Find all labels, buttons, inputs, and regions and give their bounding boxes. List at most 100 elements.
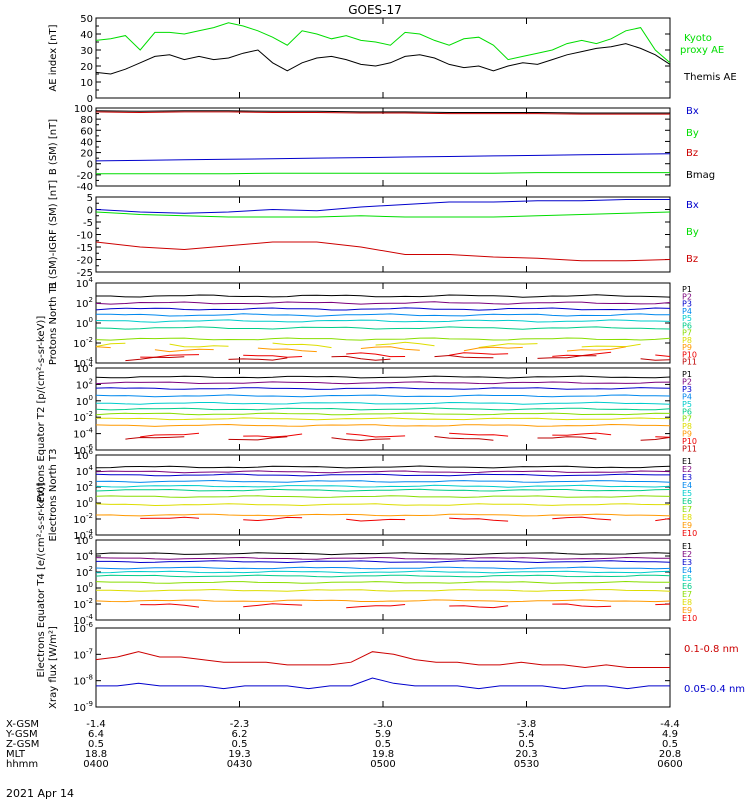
legend-bz: Bz xyxy=(686,254,698,265)
series-line-e5 xyxy=(95,484,671,488)
series-line-e6 xyxy=(95,488,671,492)
y-tick-label: 10-8 xyxy=(73,674,93,688)
legend-e8: E8 xyxy=(682,513,692,522)
legend-p4: P4 xyxy=(682,392,692,401)
y-axis-label: Electrons North T3 xyxy=(48,448,59,541)
y-tick-label: 5 xyxy=(87,193,93,204)
legend-e9: E9 xyxy=(682,606,692,615)
legend-e10: E10 xyxy=(682,614,697,623)
footer-value: 18.8 xyxy=(85,749,107,760)
legend-kyoto: Kyoto xyxy=(684,33,712,44)
panel-3: -25-20 -15-10 -50 5 B (SM)-IGRF (SM) [nT] Bx B… xyxy=(48,180,699,289)
y-tick-label: 10-4 xyxy=(73,528,93,542)
series-line-p6 xyxy=(95,407,671,411)
series-line-e8 xyxy=(96,588,671,592)
y-tick-label: 0 xyxy=(87,160,93,171)
series-line-e2 xyxy=(95,470,671,474)
series-line-p5 xyxy=(95,401,671,405)
series-line-p3 xyxy=(95,387,671,390)
legend-e5: E5 xyxy=(682,489,692,498)
y-tick-label: 104 xyxy=(76,276,94,290)
footer-row-label: X-GSM xyxy=(6,719,39,730)
series-line-e1 xyxy=(95,552,671,556)
legend-p5: P5 xyxy=(682,400,692,409)
y-tick-label: 60 xyxy=(80,126,93,137)
y-tick-label: 10-9 xyxy=(73,700,93,714)
legend-themis: Themis AE xyxy=(683,72,737,83)
y-tick-label: 10-6 xyxy=(73,443,93,457)
panel-6: 10-4 10-2 100 102 104 106 Electrons North T3 E1… xyxy=(48,448,697,542)
y-tick-label: 10-2 xyxy=(73,597,93,611)
series-line-p5 xyxy=(95,319,671,323)
y-tick-label: 10-2 xyxy=(73,410,93,424)
y-tick-label: 0 xyxy=(87,94,93,105)
series-line-bx xyxy=(95,199,670,214)
series-line-p1 xyxy=(96,294,671,298)
series-line-p2 xyxy=(95,301,671,305)
legend-e5: E5 xyxy=(682,574,692,583)
series-line-p10 xyxy=(140,432,671,438)
y-tick-label: 0 xyxy=(87,206,93,217)
y-tick-label: 40 xyxy=(80,30,93,41)
legend-p6: P6 xyxy=(682,407,692,416)
legend-bz: Bz xyxy=(686,148,698,159)
series-line-p7 xyxy=(95,412,671,416)
legend-e4: E4 xyxy=(682,566,692,575)
y-tick-label: -5 xyxy=(83,218,93,229)
y-tick-label: 106 xyxy=(76,448,94,462)
y-tick-label: 50 xyxy=(80,14,93,25)
legend-e6: E6 xyxy=(682,582,692,591)
footer-value: 20.3 xyxy=(515,749,537,760)
series-line-p8 xyxy=(96,417,671,421)
series-line-p9 xyxy=(96,347,670,352)
series-line-bz xyxy=(95,241,671,262)
legend-e4: E4 xyxy=(682,481,692,490)
series-line-p9 xyxy=(95,423,671,427)
legend-e7: E7 xyxy=(682,505,692,514)
series-line-0-1-0-8-nm xyxy=(95,651,670,669)
y-tick-label: 40 xyxy=(80,137,93,148)
series-line-p8 xyxy=(95,341,641,349)
legend-p3: P3 xyxy=(682,300,692,309)
series-line-p3 xyxy=(95,307,671,311)
y-tick-label: 106 xyxy=(76,533,94,547)
series-line-e10 xyxy=(140,516,671,522)
date-label: 2021 Apr 14 xyxy=(6,787,74,800)
series-line-e7 xyxy=(95,495,671,498)
y-tick-label: 104 xyxy=(76,549,94,563)
legend-p5: P5 xyxy=(682,314,692,323)
footer-value: -3.0 xyxy=(373,719,393,730)
series-line-p1 xyxy=(95,375,671,379)
series-line-e8 xyxy=(95,503,670,507)
legend-p10: P10 xyxy=(682,350,697,359)
legend-p7: P7 xyxy=(682,329,692,338)
y-tick-label: 102 xyxy=(76,480,93,494)
legend-e1: E1 xyxy=(682,457,692,466)
footer-value: 0.5 xyxy=(375,739,391,750)
legend-e8: E8 xyxy=(682,598,692,607)
y-tick-label: 30 xyxy=(80,46,93,57)
footer-value: 0.5 xyxy=(662,739,678,750)
footer-value: 0500 xyxy=(370,759,395,770)
y-axis-label: Protons Equator T2 [p/(cm²-s-sr-keV)] xyxy=(36,316,47,503)
y-tick-label: 100 xyxy=(76,581,93,595)
series-line-e3 xyxy=(95,473,670,477)
series-line-p4 xyxy=(96,313,670,317)
legend-p1: P1 xyxy=(682,285,692,294)
series-line-p6 xyxy=(95,326,671,330)
footer-value: 0430 xyxy=(227,759,252,770)
y-tick-label: -10 xyxy=(77,231,93,242)
footer-value: -4.4 xyxy=(660,719,680,730)
y-axis-label: Protons North T1 xyxy=(48,281,59,365)
legend-kyoto-proxy: proxy AE xyxy=(680,45,724,56)
series-line-e10 xyxy=(140,603,671,609)
series-line-by xyxy=(96,172,670,175)
y-tick-label: 104 xyxy=(76,464,94,478)
footer-value: 0600 xyxy=(657,759,682,770)
y-tick-label: 10-7 xyxy=(73,647,93,661)
footer-value: 6.4 xyxy=(88,729,104,740)
